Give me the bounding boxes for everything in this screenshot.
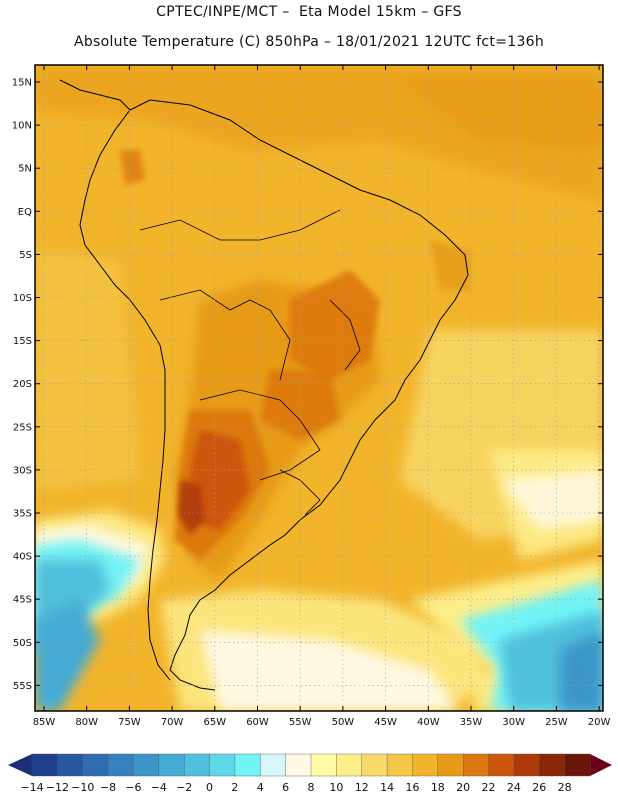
lat-label: 10S [13,293,32,304]
colorbar-swatch [412,753,439,777]
colorbar-label: 0 [206,781,213,794]
colorbar-labels: −14 −12 −10 −8 −6 −4 −2 0 2 4 6 8 10 12 14 16 18 20 22 24 26… [20,781,571,794]
colorbar-label: 22 [482,781,496,794]
colorbar-swatch [539,753,566,777]
lon-label: 55W [289,717,312,728]
lon-label: 40W [417,717,440,728]
colorbar-label: −8 [100,781,116,794]
colorbar-swatch [183,753,211,777]
colorbar-label: 4 [257,781,264,794]
lat-label: 20S [13,379,32,390]
colorbar-label: 12 [355,781,369,794]
lat-label: 55S [13,681,32,692]
lat-label: 15N [12,78,32,89]
map-frame [34,64,604,712]
colorbar-label: −12 [46,781,69,794]
lon-label: 60W [246,717,269,728]
lat-label: EQ [18,207,32,218]
lat-label: 40S [13,552,32,563]
lat-label: 5N [18,164,32,175]
lat-label: 35S [13,509,32,520]
colorbar-label: −10 [71,781,94,794]
colorbar-swatch [513,753,540,777]
colorbar-swatch [209,753,236,777]
colorbar-label: −4 [151,781,167,794]
colorbar-swatch [488,753,515,777]
temperature-field [35,65,603,711]
colorbar-label: 14 [380,781,394,794]
lat-lon-grid [35,65,603,711]
colorbar-swatch [133,753,160,777]
colorbar-swatch [564,753,591,777]
colorbar-label: 6 [282,781,289,794]
colorbar-swatch [310,753,337,777]
coastlines [59,79,469,691]
latitude-labels: 15N 10N 5N EQ 5S 10S 15S 20S 25S 30S 35S 40S 45S 50S 5… [12,78,32,692]
colorbar-swatch [31,753,58,777]
colorbar-label: 28 [558,781,572,794]
colorbar-swatch [336,753,363,777]
colorbar-swatch [57,753,84,777]
longitude-labels: 85W 80W 75W 70W 65W 60W 55W 50W 45W 40W 35W 30W 25W 2… [33,717,611,728]
axis-ticks [35,65,603,711]
lon-label: 20W [588,717,611,728]
lat-label: 15S [13,336,32,347]
lon-label: 75W [118,717,141,728]
colorbar-swatch [285,753,312,777]
lon-label: 50W [332,717,355,728]
lon-label: 45W [374,717,397,728]
colorbar-swatch [260,753,287,777]
chart-title-line-2: Absolute Temperature (C) 850hPa – 18/01/… [73,34,545,50]
lon-label: 25W [545,717,568,728]
colorbar-swatch [234,753,261,777]
colorbar-swatch [158,753,185,777]
colorbar-label: 10 [329,781,343,794]
lon-label: 30W [502,717,525,728]
temperature-colorbar [8,753,612,777]
lon-label: 70W [161,717,184,728]
colorbar-swatch [361,753,388,777]
colorbar-label: 24 [507,781,521,794]
colorbar-label: 18 [431,781,445,794]
country-borders [139,209,361,516]
colorbar-max-arrow [590,754,612,776]
lat-label: 45S [13,595,32,606]
lon-label: 65W [203,717,226,728]
colorbar-swatch [462,753,490,777]
colorbar-label: −6 [125,781,141,794]
colorbar-min-arrow [8,754,32,776]
lat-label: 5S [19,250,32,261]
colorbar-label: −14 [20,781,43,794]
lon-label: 35W [460,717,483,728]
colorbar-label: 26 [532,781,546,794]
colorbar-label: 16 [405,781,419,794]
lat-label: 10N [12,121,32,132]
colorbar-label: 20 [456,781,470,794]
colorbar-label: 8 [308,781,315,794]
lat-label: 25S [13,422,32,433]
colorbar-swatch [107,753,134,777]
lon-label: 80W [75,717,98,728]
lon-label: 85W [33,717,56,728]
colorbar-swatch [386,753,413,777]
colorbar-swatch [437,753,464,777]
lat-label: 30S [13,465,32,476]
chart-title-line-1: CPTEC/INPE/MCT – Eta Model 15km – GFS [156,4,462,20]
colorbar-label: 2 [231,781,238,794]
colorbar-label: −2 [176,781,192,794]
colorbar-swatch [82,753,109,777]
lat-label: 50S [13,638,32,649]
